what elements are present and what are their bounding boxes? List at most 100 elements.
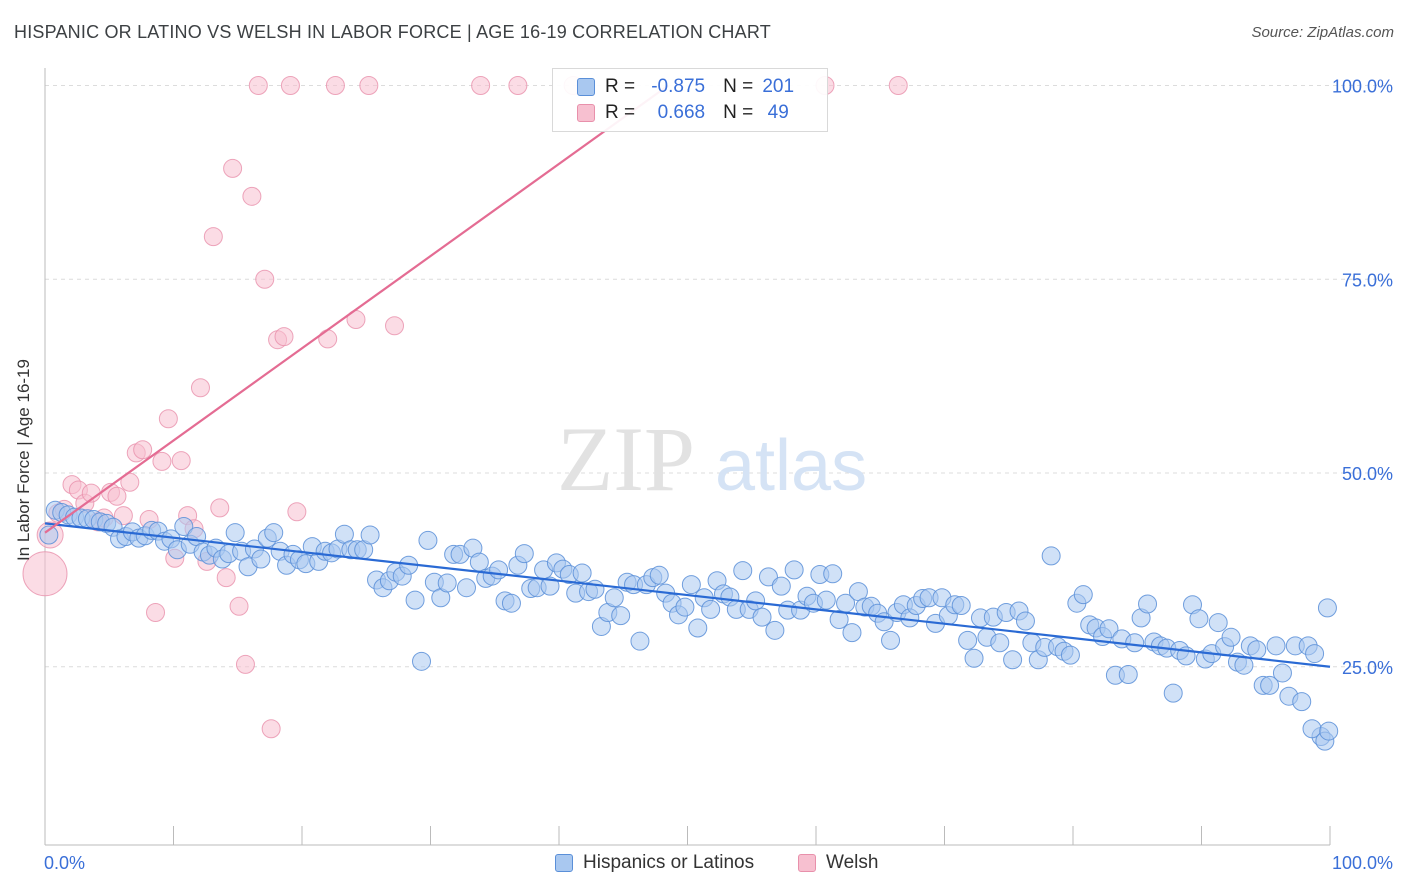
hispanic-point (958, 630, 978, 650)
welsh-point (133, 440, 153, 460)
y-tick-label: 25.0% (1342, 658, 1393, 678)
hispanic-point (1003, 650, 1023, 670)
legend-item-welsh[interactable]: Welsh (798, 852, 878, 874)
hispanic-point (1073, 585, 1093, 605)
hispanic-point (823, 564, 843, 584)
axes (44, 68, 1331, 846)
hispanic-point (816, 590, 836, 610)
trend-lines (44, 84, 1331, 668)
hispanic-point (1305, 644, 1325, 664)
legend-row-hispanic: R = -0.875 N = 201 (577, 74, 803, 100)
welsh-point (22, 551, 68, 597)
welsh-point (242, 186, 262, 206)
welsh-point (508, 76, 528, 95)
welsh-point (280, 76, 300, 95)
hispanic-point (360, 525, 380, 545)
hispanic-point (611, 606, 631, 626)
welsh-point (203, 227, 223, 247)
hispanic-point (758, 567, 778, 587)
hispanic-point (829, 609, 849, 629)
n-label: N = (723, 76, 754, 97)
hispanic-point (225, 523, 245, 543)
hispanic-points (39, 500, 1339, 751)
hispanic-point (688, 618, 708, 638)
hispanic-point (1015, 611, 1035, 631)
hispanic-point (1163, 683, 1183, 703)
hispanic-point (1060, 645, 1080, 665)
hispanic-point (264, 523, 284, 543)
n-value: 201 (762, 76, 795, 97)
welsh-point (248, 76, 268, 95)
welsh-point (385, 316, 405, 336)
welsh-point (274, 327, 294, 347)
legend-label-hispanic: Hispanics or Latinos (583, 852, 755, 873)
welsh-point (888, 76, 908, 95)
hispanic-point (1189, 609, 1209, 629)
welsh-point (325, 76, 345, 95)
y-axis-label: In Labor Force | Age 16-19 (14, 359, 33, 561)
hispanic-point (1099, 619, 1119, 639)
hispanic-point (501, 593, 521, 613)
hispanic-point (469, 552, 489, 572)
hispanic-point (405, 590, 425, 610)
welsh-point (235, 654, 255, 674)
y-tick-label: 50.0% (1342, 464, 1393, 484)
welsh-point (120, 472, 140, 492)
hispanic-point (514, 544, 534, 564)
blue-swatch-icon (577, 78, 595, 96)
watermark-atlas: atlas (715, 426, 867, 506)
hispanic-point (675, 597, 695, 617)
r-value: -0.875 (651, 76, 706, 97)
hispanic-trend-line (44, 522, 1331, 668)
welsh-point (255, 269, 275, 289)
hispanic-point (649, 565, 669, 585)
hispanic-point (1221, 627, 1241, 647)
welsh-point (261, 719, 281, 739)
hispanic-point (990, 633, 1010, 653)
hispanic-point (681, 575, 701, 595)
welsh-point (216, 568, 236, 588)
y-tick-labels: 25.0% 50.0% 75.0% 100.0% (1332, 77, 1393, 678)
hispanic-point (630, 631, 650, 651)
welsh-points (22, 76, 908, 739)
welsh-point (471, 76, 491, 95)
hispanic-point (418, 530, 438, 550)
watermark-zip: ZIP (557, 408, 695, 510)
welsh-point (158, 409, 178, 429)
x-tick-labels: 0.0% 100.0% (44, 853, 1393, 873)
hispanic-point (174, 516, 194, 536)
y-tick-label: 75.0% (1342, 270, 1393, 290)
r-label: R = (605, 102, 636, 123)
hispanic-point (771, 576, 791, 596)
hispanic-point (1260, 675, 1280, 695)
stats-legend: R = -0.875 N = 201 R = 0.668 N = 49 (552, 68, 828, 132)
hispanic-point (842, 623, 862, 643)
hispanic-point (1292, 692, 1312, 712)
hispanic-point (1317, 598, 1337, 618)
welsh-point (190, 378, 210, 398)
hispanic-point (752, 607, 772, 627)
y-tick-label: 100.0% (1332, 77, 1393, 97)
hispanic-point (765, 620, 785, 640)
legend-item-hispanic[interactable]: Hispanics or Latinos (555, 852, 754, 874)
welsh-point (152, 451, 172, 471)
hispanic-point (572, 563, 592, 583)
hispanic-point (1118, 665, 1138, 684)
hispanic-point (1266, 636, 1286, 656)
pink-swatch-icon (798, 854, 816, 872)
hispanic-point (1247, 640, 1267, 660)
hispanic-point (1272, 663, 1292, 683)
welsh-point (359, 76, 379, 95)
r-label: R = (605, 76, 636, 97)
legend-label-welsh: Welsh (826, 852, 879, 873)
hispanic-point (1041, 546, 1061, 566)
x-tick-label: 100.0% (1332, 853, 1393, 873)
hispanic-point (701, 599, 721, 619)
n-value: 49 (767, 102, 789, 123)
welsh-point (318, 329, 338, 349)
legend-row-welsh: R = 0.668 N = 49 (577, 100, 803, 126)
hispanic-point (1208, 613, 1228, 633)
blue-swatch-icon (555, 854, 573, 872)
hispanic-point (1125, 633, 1145, 653)
